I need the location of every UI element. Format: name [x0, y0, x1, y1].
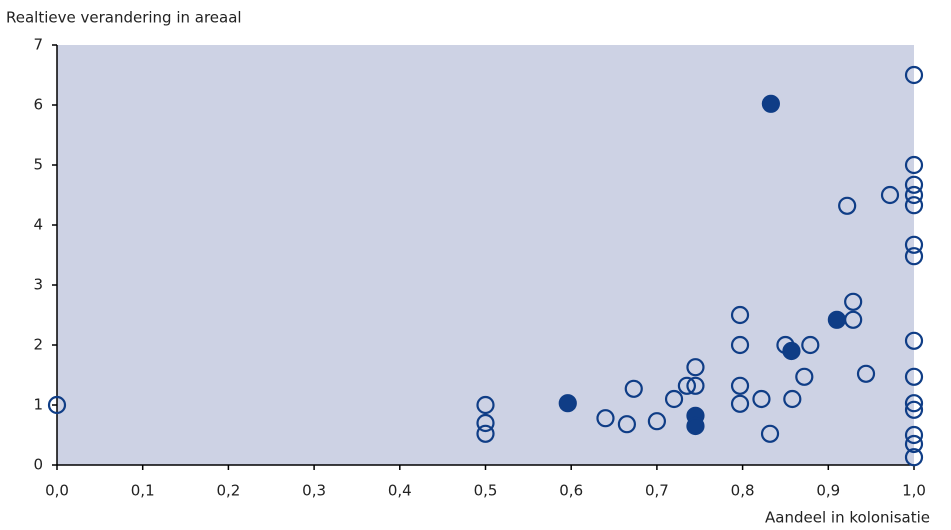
x-tick-label: 0,4 — [388, 482, 412, 500]
point — [904, 434, 924, 454]
point — [686, 358, 705, 377]
point — [664, 389, 684, 409]
y-tick-label: 6 — [33, 96, 43, 114]
x-tick-label: 0,7 — [645, 482, 669, 500]
point — [558, 394, 577, 413]
x-tick-label: 0,8 — [731, 482, 755, 500]
point — [782, 341, 801, 361]
point — [904, 196, 924, 215]
point — [904, 175, 924, 194]
x-tick-label: 0,1 — [131, 482, 155, 500]
point — [827, 310, 846, 329]
x-tick-label: 0,3 — [302, 482, 326, 500]
point — [844, 292, 863, 311]
point — [904, 331, 924, 350]
point — [904, 155, 924, 175]
point — [624, 379, 643, 398]
point — [904, 185, 924, 205]
plot-area — [57, 45, 914, 465]
point — [904, 247, 924, 266]
y-tick-label: 2 — [33, 336, 43, 354]
point — [801, 335, 820, 355]
y-axis-label: Realtieve verandering in areaal — [6, 9, 242, 27]
x-tick-label: 0,5 — [474, 482, 498, 500]
point — [783, 389, 802, 409]
point — [686, 416, 705, 436]
point — [596, 409, 615, 428]
y-tick-label: 1 — [33, 396, 43, 414]
point — [617, 415, 637, 434]
point — [760, 424, 780, 443]
y-tick-label: 4 — [33, 216, 43, 234]
x-tick-label: 0,0 — [45, 482, 69, 500]
point — [761, 94, 780, 113]
point — [476, 413, 495, 433]
x-tick-label: 0,2 — [216, 482, 240, 500]
point — [730, 335, 750, 355]
point — [677, 376, 696, 395]
point — [730, 394, 750, 413]
point — [47, 395, 67, 415]
point — [686, 376, 705, 395]
point — [904, 394, 924, 413]
x-axis-label: Aandeel in kolonisatie — [765, 509, 930, 527]
y-tick-label: 7 — [33, 36, 43, 54]
x-tick-label: 0,9 — [816, 482, 840, 500]
point — [880, 185, 900, 205]
point — [838, 196, 857, 215]
point — [476, 395, 495, 415]
y-tick-label: 0 — [33, 456, 43, 474]
x-tick-label: 1,0 — [902, 482, 926, 500]
y-tick-label: 3 — [33, 276, 43, 294]
point — [904, 425, 924, 445]
point — [730, 376, 750, 395]
point — [904, 400, 924, 419]
point — [904, 448, 924, 467]
point — [904, 235, 924, 254]
point — [856, 364, 876, 383]
point — [904, 65, 924, 85]
point — [795, 367, 814, 386]
point — [476, 424, 495, 443]
point — [904, 367, 924, 386]
point — [647, 412, 667, 431]
point — [752, 389, 771, 409]
point — [730, 305, 750, 325]
y-tick-label: 5 — [33, 156, 43, 174]
x-tick-label: 0,6 — [559, 482, 583, 500]
